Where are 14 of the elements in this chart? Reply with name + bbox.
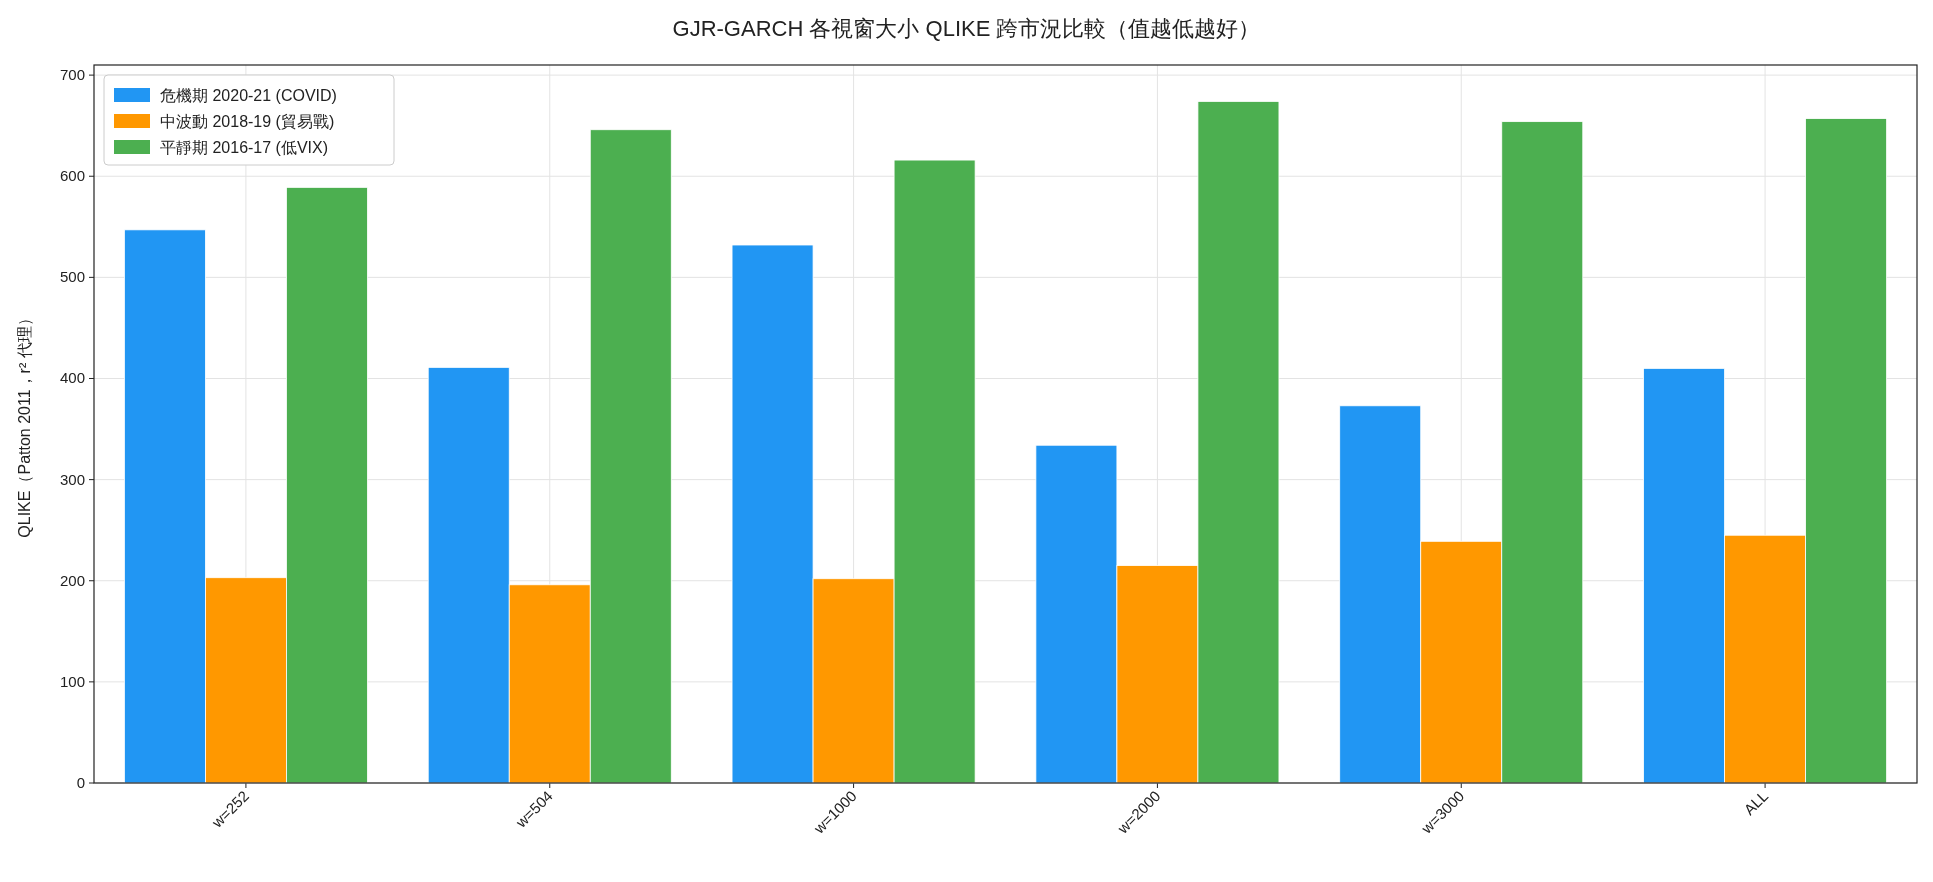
y-tick-label: 700 [59, 66, 85, 84]
y-tick-label: 200 [59, 571, 85, 589]
y-tick-label: 100 [59, 672, 85, 690]
legend-label: 危機期 2020-21 (COVID) [160, 87, 337, 104]
chart-title: GJR-GARCH 各視窗大小 QLIKE 跨市況比較（值越低越好） [672, 16, 1261, 41]
y-tick-label: 600 [59, 167, 85, 185]
y-tick-label: 0 [76, 774, 85, 791]
y-axis-title: QLIKE（Patton 2011，r² 代理） [16, 310, 33, 538]
y-tick-label: 500 [59, 268, 85, 286]
legend-label: 平靜期 2016-17 (低VIX) [160, 139, 329, 156]
x-tick-label: ALL [1740, 787, 1772, 818]
y-tick-label: 300 [59, 470, 85, 488]
y-tick-label: 400 [59, 369, 85, 387]
legend-label: 中波動 2018-19 (貿易戰) [160, 113, 335, 130]
